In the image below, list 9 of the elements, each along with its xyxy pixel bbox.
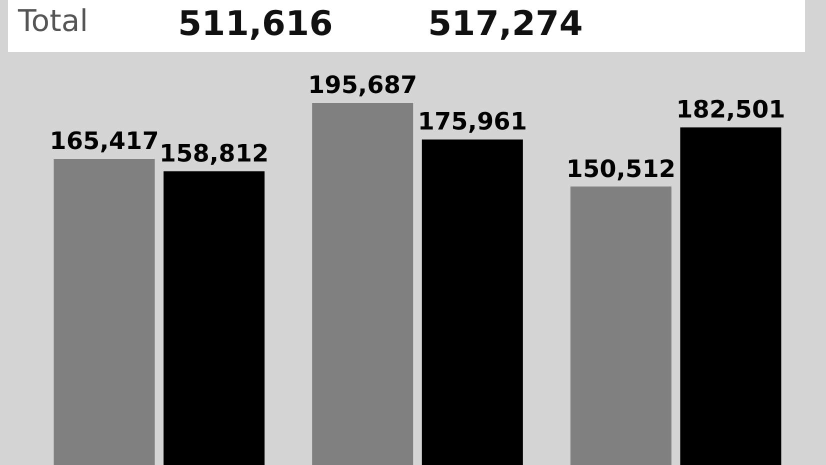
text: 511,616 (178, 4, 333, 44)
data-label: 175,961 (418, 108, 528, 136)
text: Total (18, 4, 88, 39)
data-label: 165,417 (50, 127, 159, 156)
data-label: 182,501 (676, 96, 786, 124)
data-label: 158,812 (159, 139, 269, 168)
data-label: 195,687 (308, 71, 418, 100)
text: 517,274 (428, 4, 583, 44)
data-label: 150,512 (566, 154, 676, 183)
